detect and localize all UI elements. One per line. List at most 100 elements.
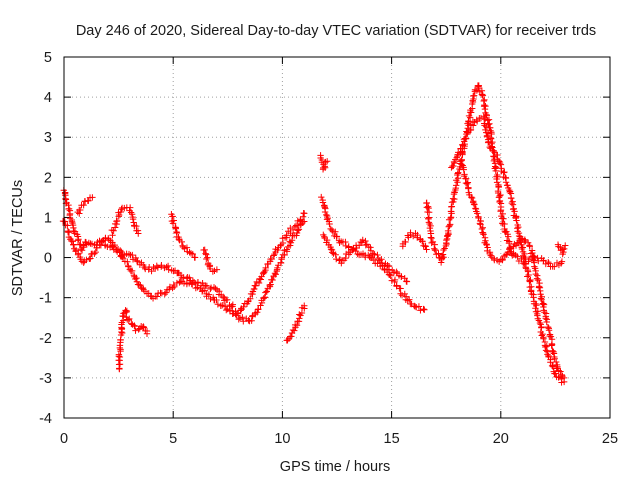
data-point bbox=[527, 287, 535, 294]
data-point bbox=[437, 259, 445, 266]
data-point bbox=[545, 258, 552, 266]
data-point bbox=[98, 238, 106, 246]
data-point bbox=[485, 138, 492, 145]
data-point bbox=[75, 250, 82, 257]
data-point bbox=[503, 182, 511, 189]
data-point bbox=[546, 332, 553, 340]
data-point bbox=[142, 265, 149, 273]
data-point bbox=[324, 214, 331, 222]
data-point bbox=[514, 253, 521, 260]
y-tick-label: 2 bbox=[44, 170, 52, 186]
data-point bbox=[406, 296, 413, 303]
data-point bbox=[543, 342, 550, 350]
data-point bbox=[117, 336, 124, 343]
data-point bbox=[398, 273, 405, 280]
data-point bbox=[72, 246, 80, 254]
data-point bbox=[539, 330, 546, 338]
data-point bbox=[283, 232, 290, 239]
data-point bbox=[459, 141, 466, 148]
data-point bbox=[239, 314, 246, 321]
x-tick-label: 15 bbox=[384, 431, 400, 447]
data-point bbox=[293, 322, 301, 329]
data-point bbox=[189, 250, 196, 258]
data-point bbox=[540, 335, 547, 342]
data-point bbox=[74, 237, 82, 244]
data-point bbox=[450, 162, 457, 170]
data-point bbox=[123, 307, 131, 315]
data-point bbox=[272, 271, 279, 278]
data-point bbox=[154, 264, 162, 271]
data-point bbox=[293, 229, 301, 237]
data-point bbox=[388, 277, 396, 284]
y-axis-label: SDTVAR / TECUs bbox=[10, 180, 26, 296]
data-point bbox=[515, 239, 522, 246]
data-point bbox=[525, 271, 532, 279]
data-point bbox=[151, 265, 159, 272]
y-tick-label: 4 bbox=[44, 90, 52, 106]
data-point bbox=[483, 247, 491, 255]
data-point bbox=[398, 292, 406, 299]
data-point bbox=[483, 132, 491, 139]
data-point bbox=[403, 278, 411, 285]
data-point bbox=[118, 253, 126, 261]
y-tick-label: -4 bbox=[39, 411, 52, 427]
data-point bbox=[385, 266, 392, 273]
data-point bbox=[176, 279, 183, 286]
data-point bbox=[444, 227, 452, 235]
data-point bbox=[496, 158, 503, 165]
data-point bbox=[529, 256, 537, 263]
data-point bbox=[478, 225, 486, 233]
data-point bbox=[545, 327, 553, 334]
data-point bbox=[203, 282, 211, 290]
data-point bbox=[205, 291, 213, 298]
series-trace-15 bbox=[448, 113, 568, 386]
data-point bbox=[198, 288, 206, 295]
data-point bbox=[432, 246, 439, 254]
data-point bbox=[474, 210, 481, 217]
data-point bbox=[350, 245, 357, 252]
data-point bbox=[291, 327, 298, 334]
data-point bbox=[81, 198, 89, 205]
data-point bbox=[321, 208, 329, 216]
data-point bbox=[116, 249, 123, 256]
data-point bbox=[441, 245, 448, 252]
data-point bbox=[169, 220, 177, 227]
data-point bbox=[503, 228, 510, 235]
data-point bbox=[492, 167, 499, 175]
data-point bbox=[135, 326, 142, 333]
chart-title: Day 246 of 2020, Sidereal Day-to-day VTE… bbox=[76, 23, 596, 39]
data-point bbox=[128, 267, 136, 275]
data-point bbox=[294, 227, 302, 234]
data-point bbox=[448, 203, 455, 211]
data-point bbox=[481, 122, 488, 129]
data-point bbox=[333, 233, 340, 240]
data-point bbox=[481, 96, 488, 104]
data-point bbox=[336, 239, 343, 246]
data-point bbox=[87, 255, 94, 262]
data-point bbox=[386, 271, 393, 278]
data-point bbox=[524, 273, 531, 280]
data-point bbox=[402, 238, 409, 246]
data-point bbox=[508, 199, 516, 207]
data-point bbox=[143, 330, 151, 337]
data-point bbox=[124, 258, 131, 265]
data-point bbox=[291, 223, 298, 230]
data-point bbox=[274, 264, 281, 272]
data-point bbox=[414, 231, 421, 239]
data-point bbox=[111, 241, 119, 249]
data-point bbox=[135, 230, 142, 237]
data-point bbox=[537, 321, 544, 328]
data-point bbox=[189, 281, 196, 288]
data-point bbox=[495, 183, 502, 190]
x-tick-label: 25 bbox=[602, 431, 618, 447]
data-point bbox=[518, 245, 526, 253]
data-point bbox=[262, 264, 269, 272]
data-point bbox=[186, 274, 193, 281]
data-point bbox=[297, 220, 305, 228]
data-point bbox=[209, 268, 217, 275]
data-point bbox=[422, 243, 429, 250]
data-point bbox=[162, 289, 170, 296]
data-point bbox=[267, 281, 274, 288]
series-trace-6 bbox=[168, 211, 199, 261]
